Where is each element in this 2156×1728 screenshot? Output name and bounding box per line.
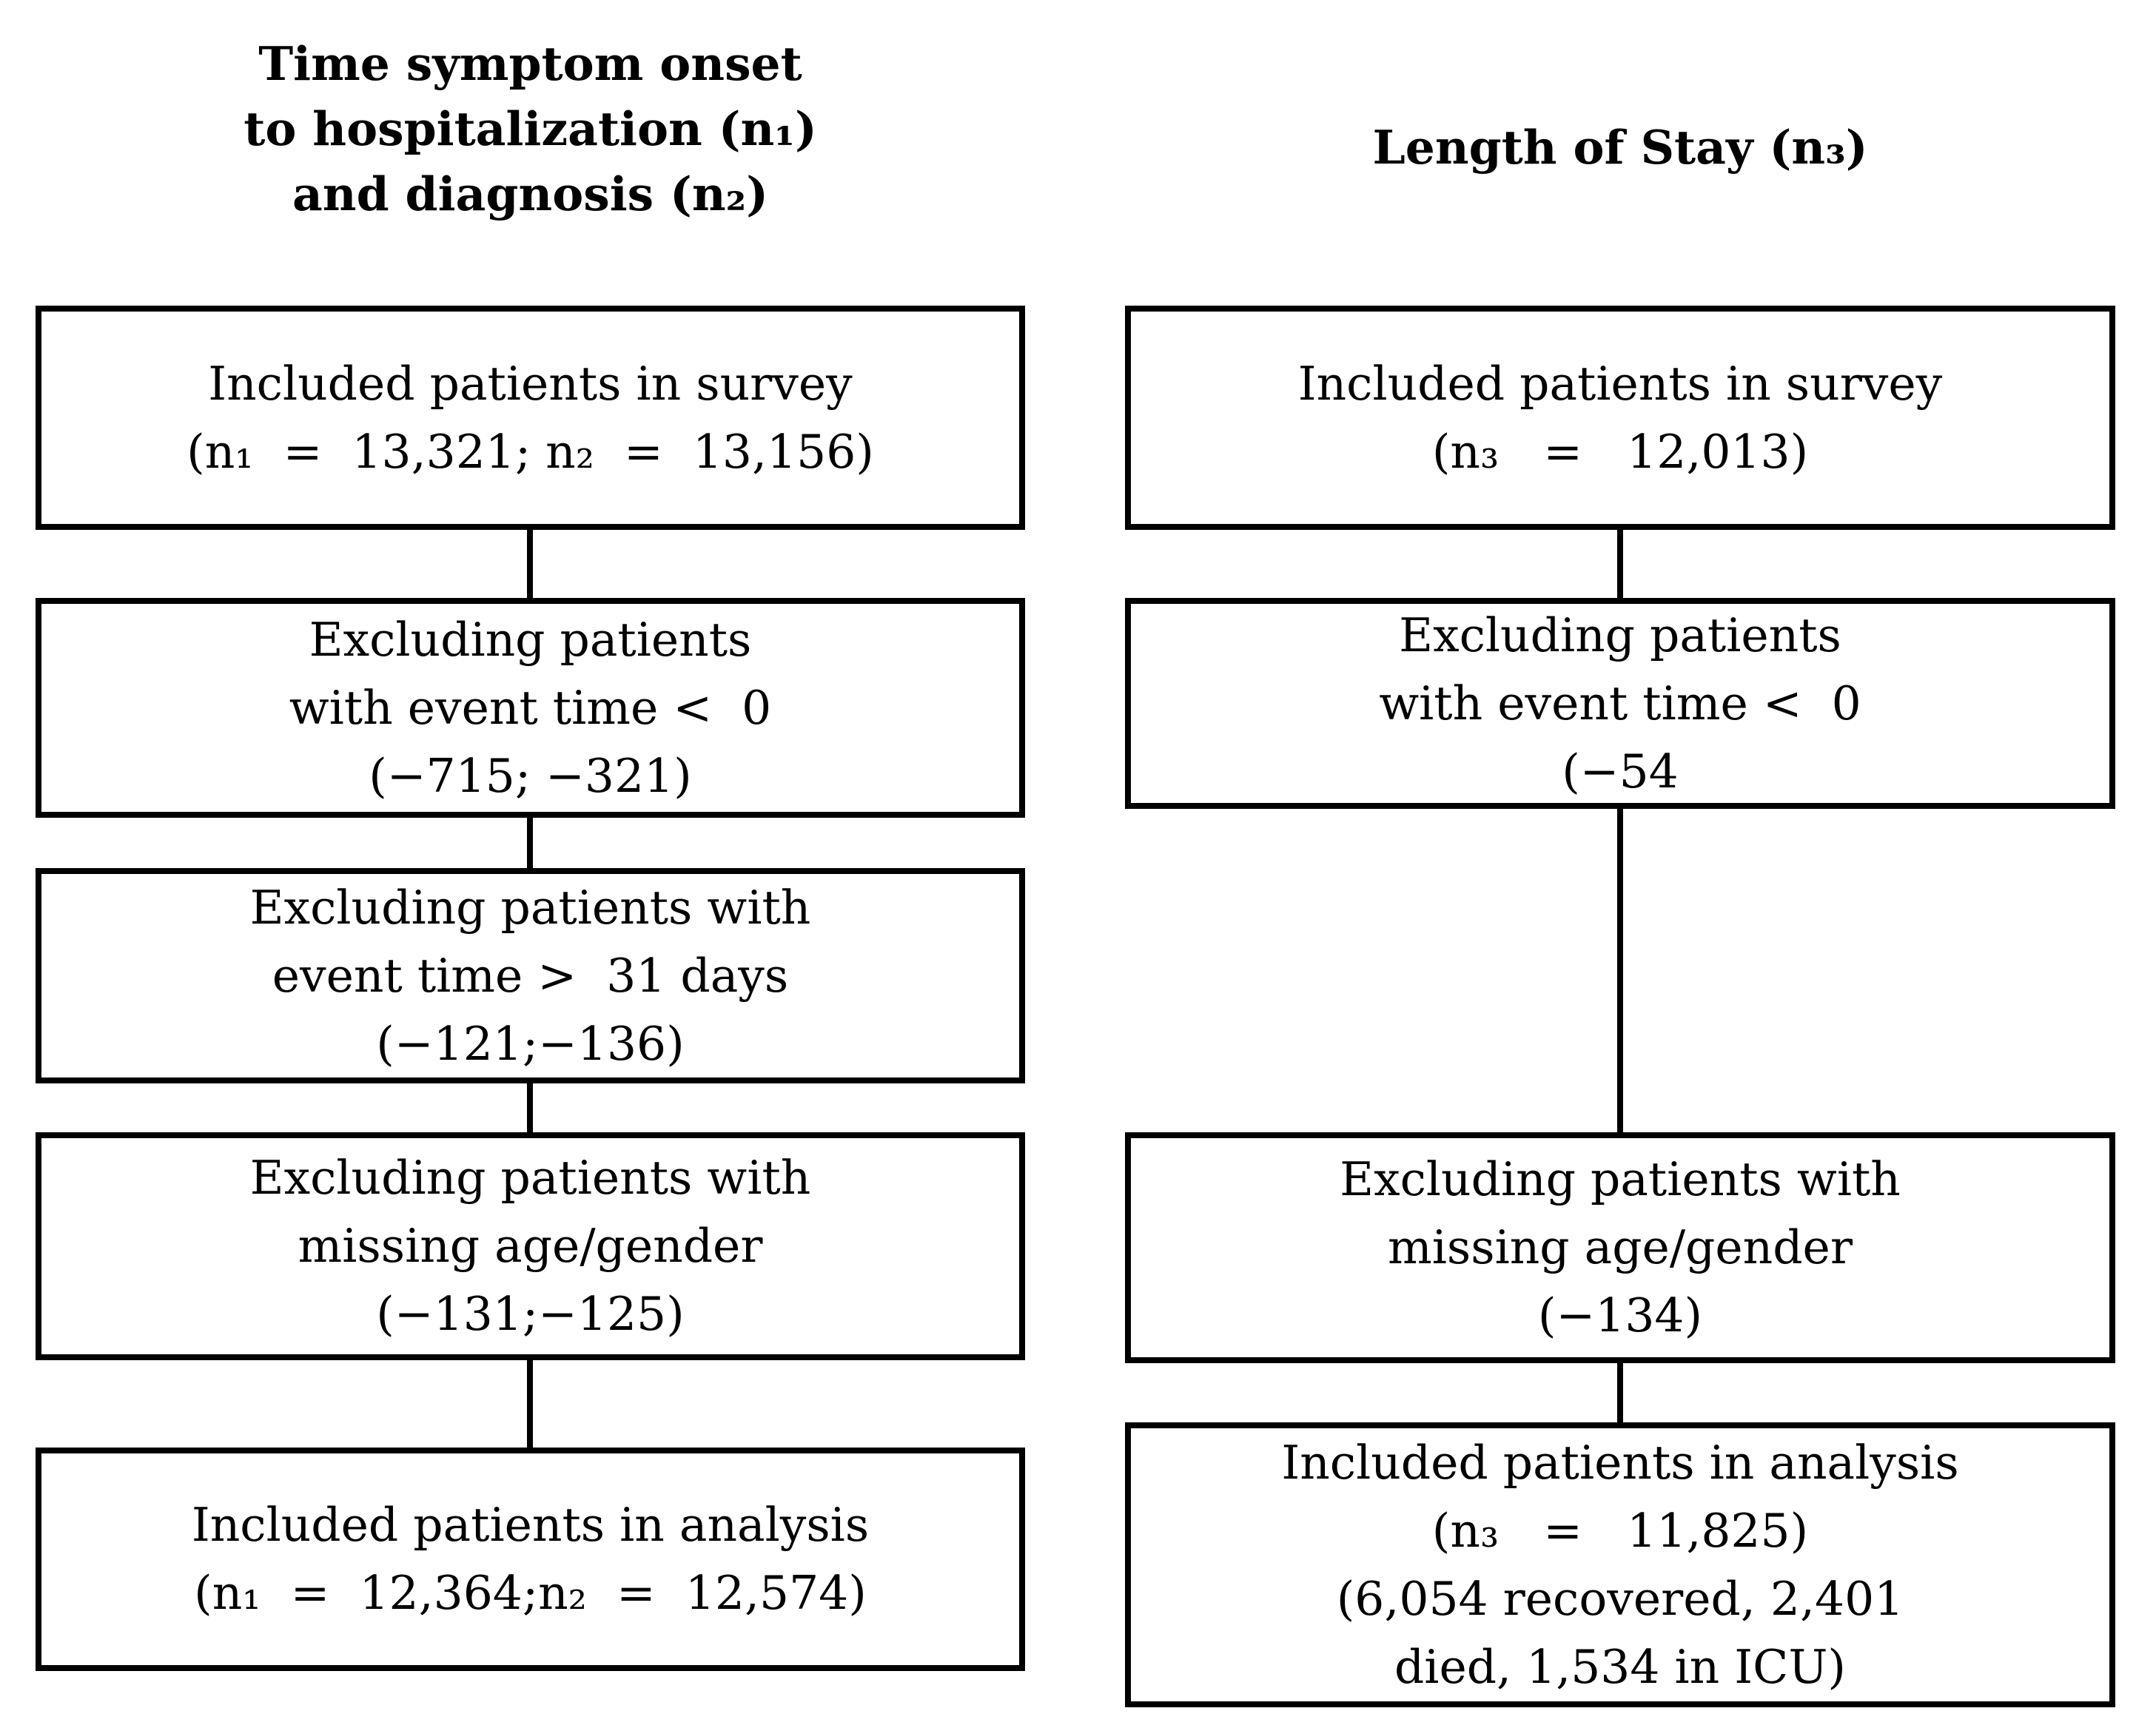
right-column-header: Length of Stay (n₃) <box>1372 120 1868 175</box>
connector-right-3 <box>1617 1363 1623 1422</box>
box-left-excluding-event-time-gt-31-days: Excluding patients with event time > 31 … <box>36 868 1025 1083</box>
connector-left-3 <box>527 1083 533 1132</box>
connector-left-2 <box>527 818 533 868</box>
box-right-excluding-event-time-lt-0: Excluding patients with event time < 0 (… <box>1125 598 2115 809</box>
connector-right-1 <box>1617 530 1623 598</box>
box-left-included-in-analysis: Included patients in analysis (n₁ = 12,3… <box>36 1448 1025 1671</box>
box-right-excluding-missing-age-gender: Excluding patients with missing age/gend… <box>1125 1132 2115 1363</box>
connector-left-1 <box>527 530 533 598</box>
box-left-included-in-survey: Included patients in survey (n₁ = 13,321… <box>36 306 1025 530</box>
box-left-excluding-missing-age-gender: Excluding patients with missing age/gend… <box>36 1132 1025 1360</box>
box-right-included-in-analysis: Included patients in analysis (n₃ = 11,8… <box>1125 1422 2115 1707</box>
connector-right-2 <box>1617 809 1623 1132</box>
left-column-header: Time symptom onset to hospitalization (n… <box>244 36 817 221</box>
connector-left-4 <box>527 1360 533 1448</box>
box-left-excluding-event-time-lt-0: Excluding patients with event time < 0 (… <box>36 598 1025 818</box>
box-right-included-in-survey: Included patients in survey (n₃ = 12,013… <box>1125 306 2115 530</box>
